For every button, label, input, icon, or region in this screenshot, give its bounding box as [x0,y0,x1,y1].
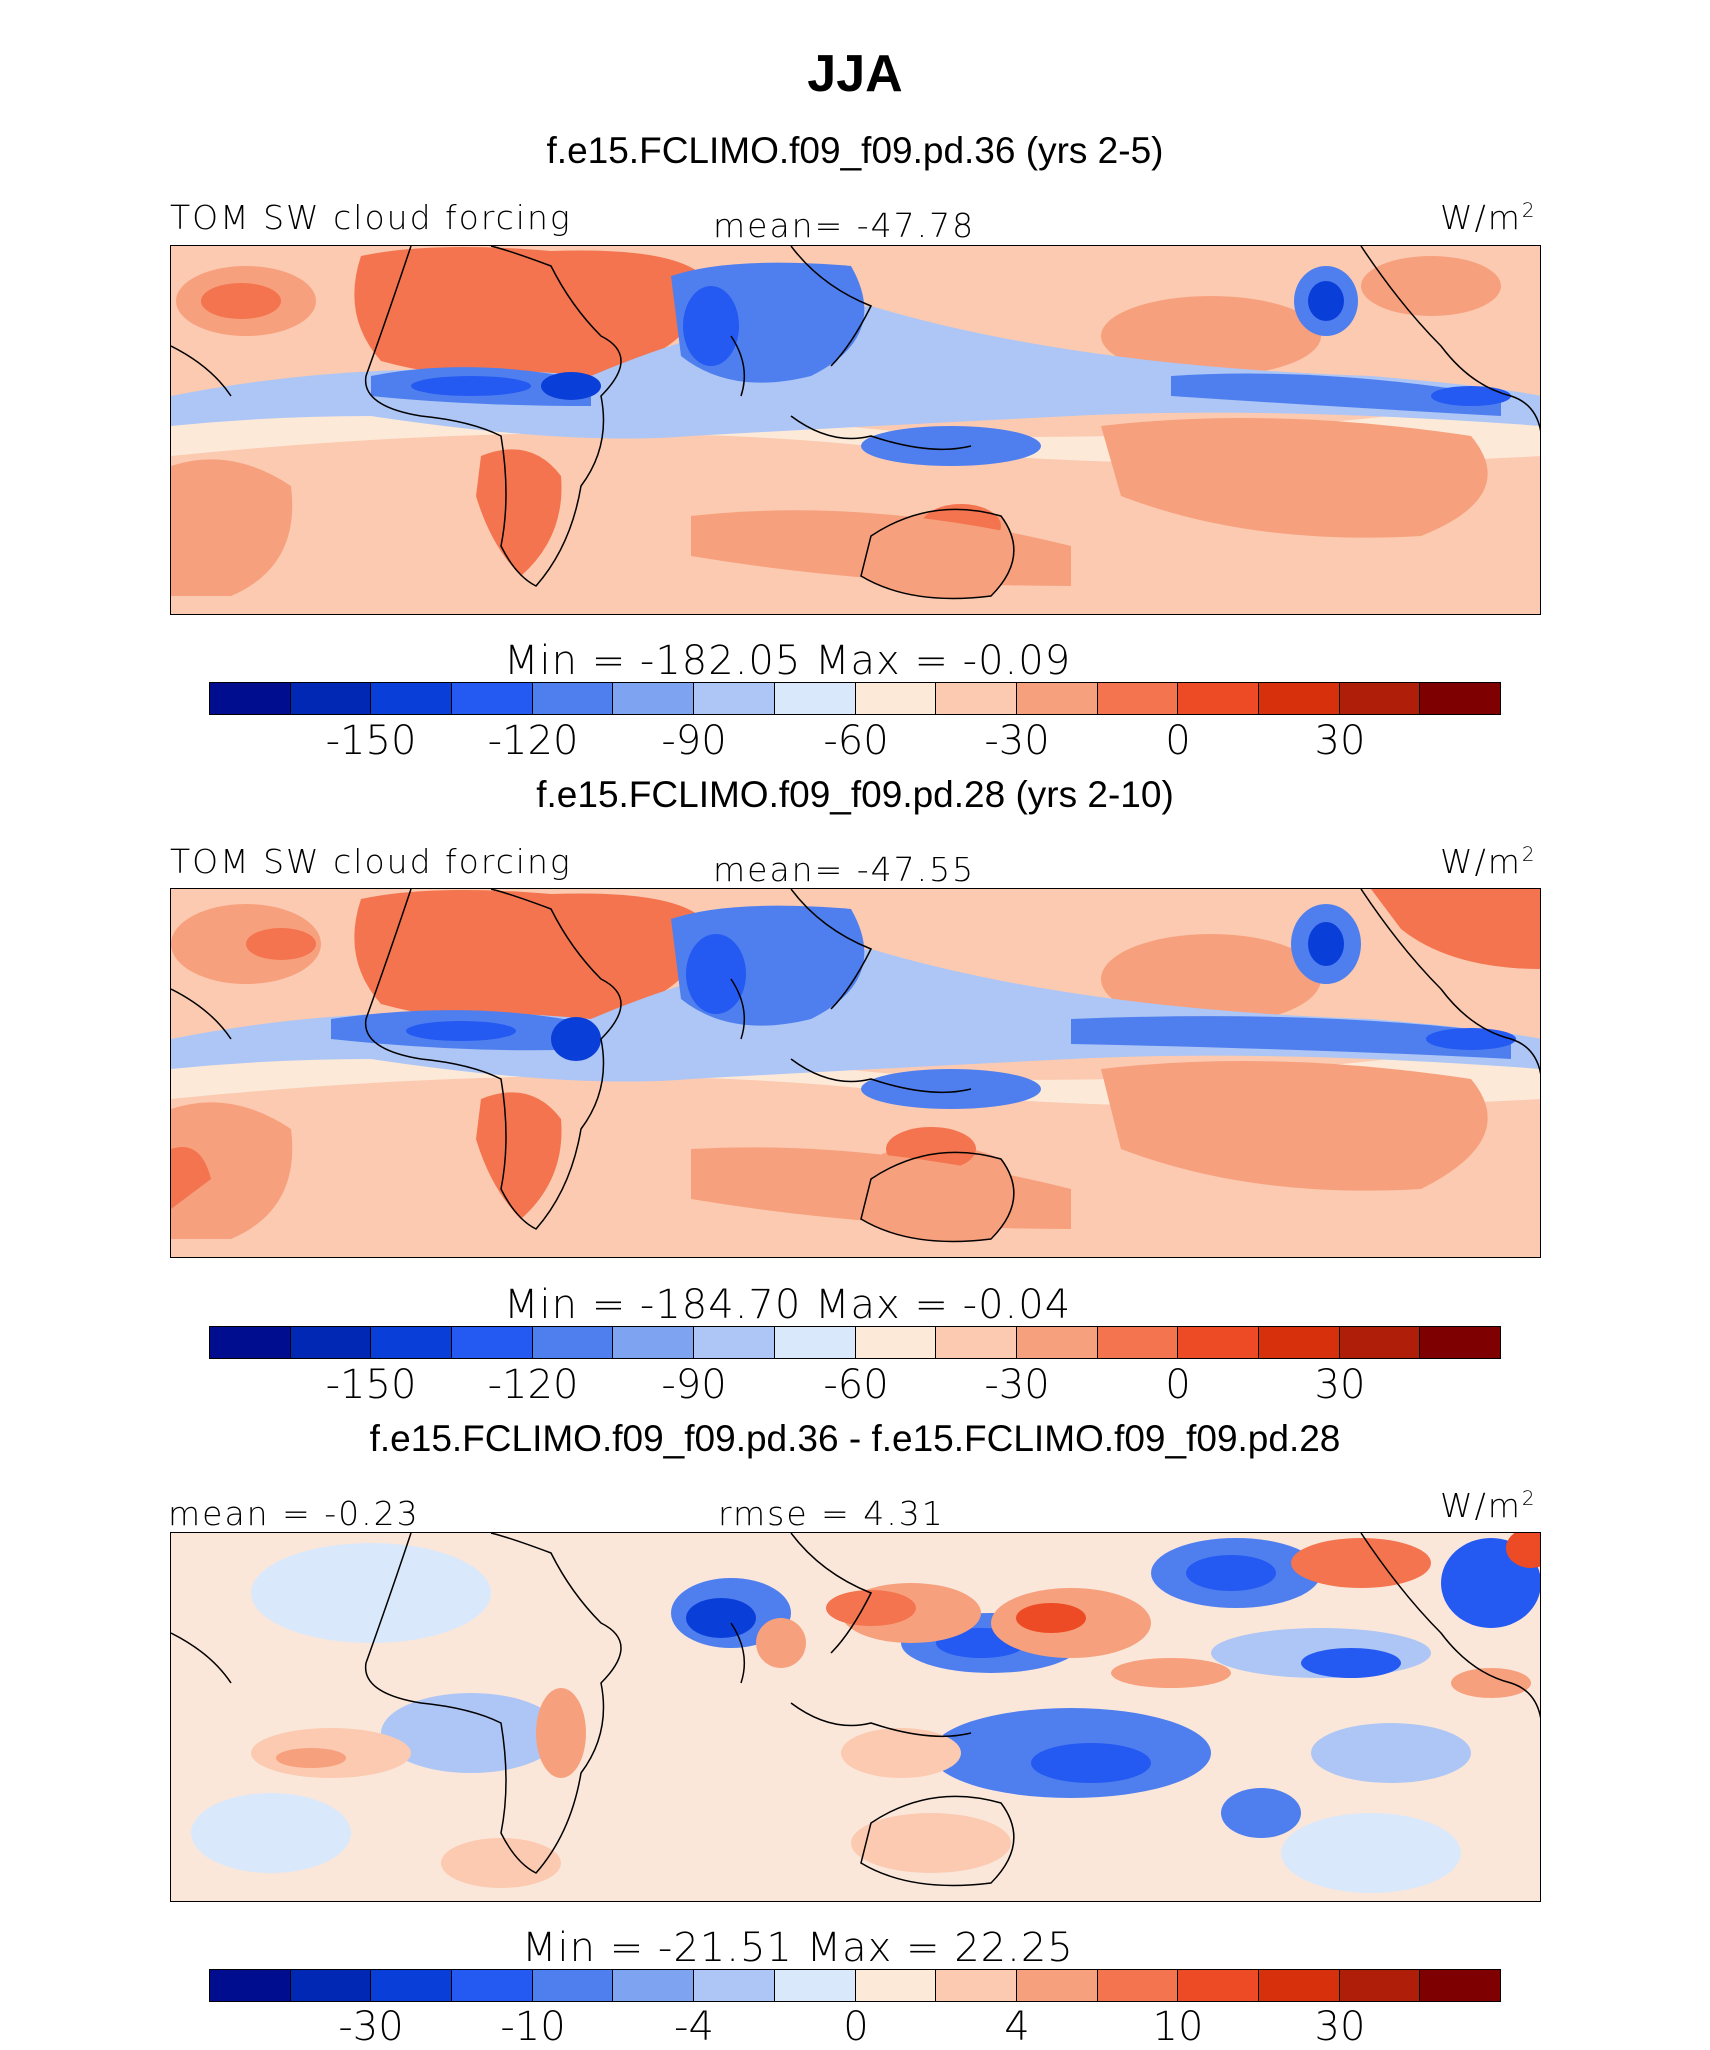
colorbar-swatch [1258,683,1340,714]
panel1-colorbar-tick: 0 [1165,718,1191,764]
panel3-colorbar-tick: -10 [500,2004,566,2050]
colorbar-swatch [371,1327,453,1358]
panel2-minmax-label: Min = -184.70 Max = -0.04 [504,1282,1072,1328]
colorbar-swatch [452,683,533,714]
colorbar-swatch [774,683,856,714]
colorbar-swatch [694,683,775,714]
panel2-colorbar-tick: 0 [1165,1362,1191,1408]
colorbar-swatch [1178,1970,1259,2001]
colorbar-swatch [290,1970,372,2001]
panel2-case-title: f.e15.FCLIMO.f09_f09.pd.28 (yrs 2-10) [536,774,1174,815]
panel3-case-title: f.e15.FCLIMO.f09_f09.pd.36 - f.e15.FCLIM… [369,1418,1341,1459]
panel3-colorbar-tick: -30 [338,2004,404,2050]
panel1-case-title: f.e15.FCLIMO.f09_f09.pd.36 (yrs 2-5) [546,130,1164,171]
colorbar-swatch [532,683,614,714]
panel3-field-svg [171,1533,1540,1901]
colorbar-swatch [371,683,453,714]
colorbar-swatch [210,683,291,714]
colorbar-swatch [936,1970,1017,2001]
panel1-colorbar-tick: -150 [325,718,417,764]
colorbar-swatch [210,1970,291,2001]
colorbar-swatch [1097,1327,1179,1358]
colorbar-swatch [1420,1327,1500,1358]
figure-title: JJA [807,45,903,103]
panel2-mean-label: mean= -47.55 [713,850,976,889]
colorbar-swatch [1420,1970,1500,2001]
colorbar-swatch [1178,683,1259,714]
colorbar-swatch [694,1970,775,2001]
colorbar-swatch [1178,1327,1259,1358]
colorbar-swatch [613,683,695,714]
colorbar-swatch [1016,1327,1098,1358]
colorbar-swatch [613,1970,695,2001]
panel1-colorbar-tick: -120 [487,718,579,764]
colorbar-swatch [290,683,372,714]
panel1-minmax-label: Min = -182.05 Max = -0.09 [504,638,1072,684]
panel2-colorbar-tick: -150 [325,1362,417,1408]
panel3-colorbar-tick: 10 [1152,2004,1204,2050]
colorbar-swatch [1016,1970,1098,2001]
panel2-colorbar-tick: -90 [661,1362,727,1408]
colorbar-swatch [1339,1327,1421,1358]
panel1-colorbar [209,682,1501,715]
panel3-minmax-label: Min = -21.51 Max = 22.25 [522,1925,1074,1971]
colorbar-swatch [855,1970,937,2001]
colorbar-swatch [1258,1970,1340,2001]
panel3-colorbar-tick: 0 [843,2004,869,2050]
panel2-colorbar-tick: -60 [823,1362,889,1408]
panel2-colorbar-tick: -30 [984,1362,1050,1408]
colorbar-swatch [774,1970,856,2001]
colorbar-swatch [936,683,1017,714]
colorbar-swatch [1016,683,1098,714]
colorbar-swatch [452,1327,533,1358]
colorbar-swatch [1339,683,1421,714]
panel2-field-svg [171,889,1540,1257]
panel1-map [170,245,1541,615]
panel3-colorbar-tick: -4 [674,2004,714,2050]
panel3-colorbar-tick: 30 [1314,2004,1366,2050]
panel3-map [170,1532,1541,1902]
colorbar-swatch [1097,683,1179,714]
panel2-colorbar-tick: -120 [487,1362,579,1408]
panel1-units-label: W/m2 [1440,198,1537,237]
panel1-field-svg [171,246,1540,614]
panel3-mean-label: mean = -0.23 [168,1494,420,1533]
colorbar-swatch [855,683,937,714]
panel3-rmse-label: rmse = 4.31 [718,1494,945,1533]
panel1-colorbar-tick: 30 [1314,718,1366,764]
panel3-units-label: W/m2 [1440,1486,1537,1525]
colorbar-swatch [936,1327,1017,1358]
panel1-colorbar-tick: -30 [984,718,1050,764]
panel3-colorbar [209,1969,1501,2002]
colorbar-swatch [532,1327,614,1358]
panel3-colorbar-tick: 4 [1004,2004,1030,2050]
colorbar-swatch [774,1327,856,1358]
colorbar-swatch [210,1327,291,1358]
colorbar-swatch [1097,1970,1179,2001]
colorbar-swatch [290,1327,372,1358]
panel1-colorbar-tick: -90 [661,718,727,764]
colorbar-swatch [1420,683,1500,714]
colorbar-swatch [452,1970,533,2001]
panel1-mean-label: mean= -47.78 [713,206,976,245]
panel2-map [170,888,1541,1258]
panel2-units-label: W/m2 [1440,842,1537,881]
colorbar-swatch [1258,1327,1340,1358]
colorbar-swatch [371,1970,453,2001]
panel2-colorbar [209,1326,1501,1359]
colorbar-swatch [855,1327,937,1358]
panel1-colorbar-tick: -60 [823,718,889,764]
colorbar-swatch [613,1327,695,1358]
colorbar-swatch [532,1970,614,2001]
panel2-variable-label: TOM SW cloud forcing [170,842,572,881]
colorbar-swatch [694,1327,775,1358]
panel2-colorbar-tick: 30 [1314,1362,1366,1408]
colorbar-swatch [1339,1970,1421,2001]
panel1-variable-label: TOM SW cloud forcing [170,198,572,237]
